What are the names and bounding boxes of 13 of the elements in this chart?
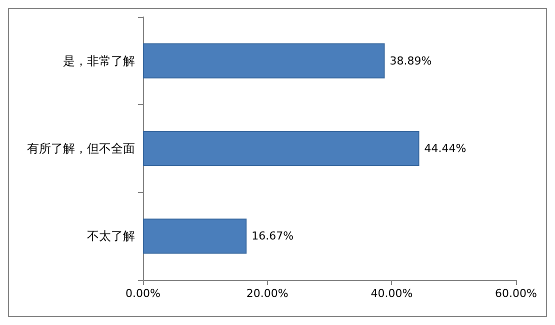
bar — [143, 130, 420, 166]
x-tick-label: 40.00% — [370, 287, 413, 300]
y-tick-label: 不太了解 — [87, 229, 135, 244]
y-tick-label: 是，非常了解 — [63, 54, 135, 68]
x-tick-label: 0.00% — [126, 287, 160, 300]
data-label: 16.67% — [252, 230, 294, 243]
data-label: 44.44% — [424, 142, 466, 155]
data-label: 38.89% — [390, 54, 432, 68]
bar — [143, 218, 247, 254]
x-tick-label: 60.00% — [495, 287, 537, 300]
x-tick-label: 20.00% — [246, 287, 288, 300]
y-tick-label: 有所了解，但不全面 — [27, 142, 135, 156]
bar — [143, 43, 385, 78]
